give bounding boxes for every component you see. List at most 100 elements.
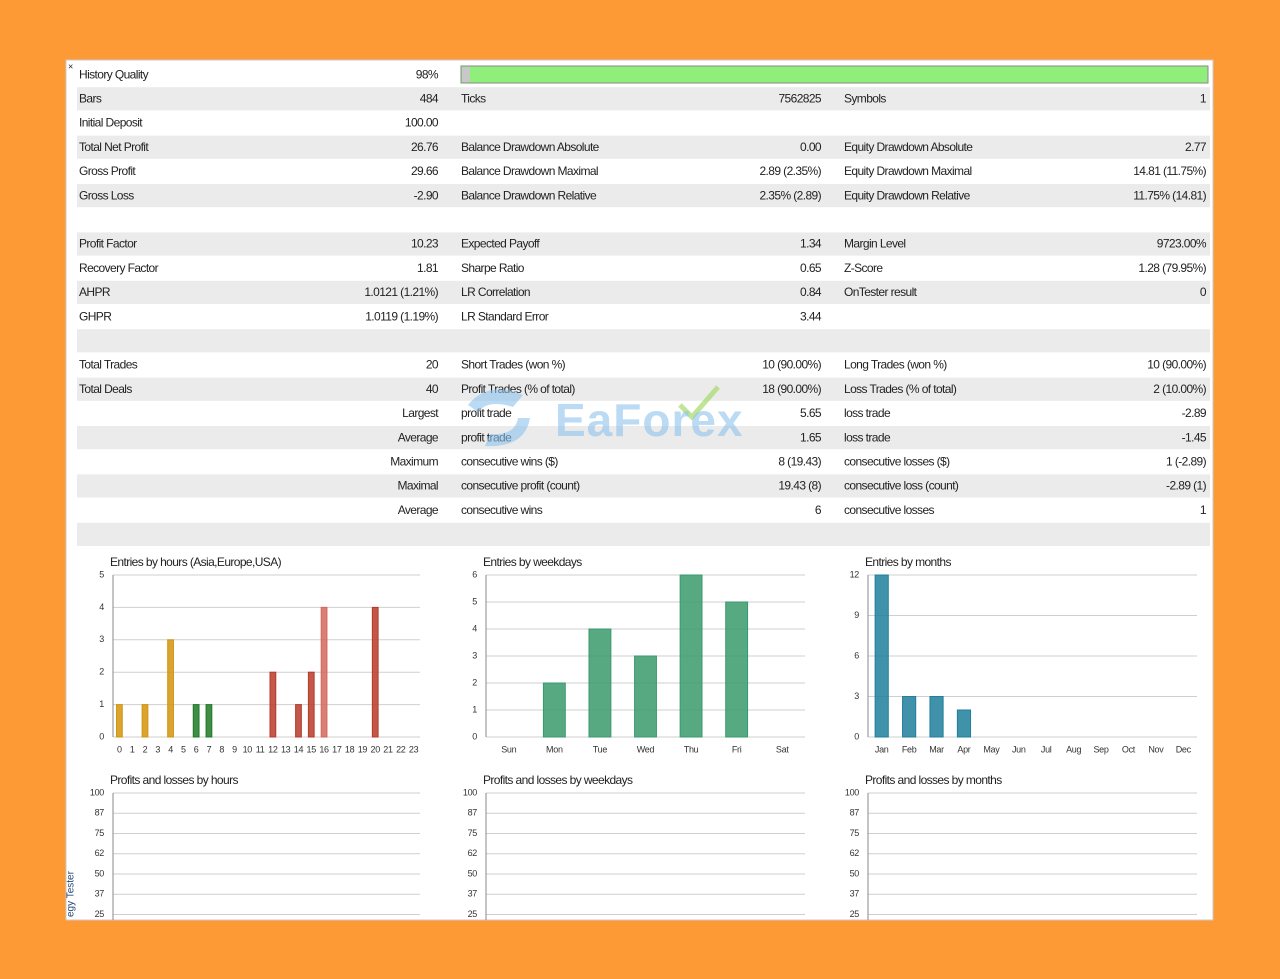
cell-value: 1.65: [800, 430, 822, 444]
cell-value: 1: [1200, 91, 1207, 105]
cell-value: 2.77: [1185, 140, 1207, 154]
cell-label: consecutive loss (count): [844, 479, 959, 493]
y-tick-label: 100: [845, 787, 859, 797]
cell-label: Balance Drawdown Relative: [461, 188, 597, 202]
y-tick-label: 87: [850, 808, 860, 818]
cell-label: LR Correlation: [461, 285, 530, 299]
watermark-check: [678, 385, 720, 421]
y-tick-label: 25: [95, 909, 105, 919]
cell-value: 1: [1200, 503, 1207, 517]
cell-label: LR Standard Error: [461, 309, 549, 323]
row-background: [77, 87, 1210, 111]
cell-value: 8 (19.43): [778, 454, 821, 468]
x-tick-label: 12: [268, 744, 278, 754]
y-tick-label: 9: [854, 610, 859, 620]
cell-label: Margin Level: [844, 237, 906, 251]
y-tick-label: 100: [463, 787, 477, 797]
cell-value: 1.0121 (1.21%): [364, 285, 438, 299]
bar: [295, 704, 302, 738]
row-background: [77, 474, 1210, 498]
y-tick-label: 87: [468, 808, 478, 818]
y-tick-label: 37: [95, 889, 105, 899]
cell-value: -2.89 (1): [1166, 479, 1207, 493]
bar: [725, 601, 749, 738]
x-tick-label: Dec: [1176, 744, 1192, 754]
cell-value: 14.81 (11.75%): [1133, 164, 1206, 178]
y-tick-label: 12: [850, 569, 860, 579]
bar: [679, 574, 703, 738]
chart-title: Profits and losses by hours: [110, 773, 238, 787]
x-tick-label: Oct: [1122, 744, 1136, 754]
cell-label: History Quality: [79, 67, 149, 81]
y-tick-label: 2: [472, 677, 477, 687]
cell-label: consecutive losses ($): [844, 454, 950, 468]
y-tick-label: 5: [472, 596, 477, 606]
cell-label: Profit Factor: [79, 237, 137, 251]
cell-value: 6: [815, 503, 822, 517]
x-tick-label: Thu: [684, 744, 699, 754]
x-tick-label: Feb: [902, 744, 917, 754]
y-tick-label: 6: [472, 569, 477, 579]
row-background: [77, 184, 1210, 208]
x-tick-label: 3: [155, 744, 160, 754]
cell-value: 1 (-2.89): [1166, 454, 1207, 468]
y-tick-label: 3: [854, 691, 859, 701]
report-content: History Quality 98%Bars 484 Ticks 7562825 Sym…: [77, 65, 1210, 920]
x-tick-label: 19: [358, 744, 368, 754]
cell-value: Maximum: [390, 454, 438, 468]
x-tick-label: 11: [256, 744, 265, 754]
x-tick-label: Nov: [1148, 744, 1164, 754]
cell-value: 40: [426, 382, 439, 396]
x-tick-label: 8: [219, 744, 224, 754]
cell-value: 1.0119 (1.19%): [365, 309, 438, 323]
cell-value: -2.90: [414, 188, 439, 202]
x-tick-label: 17: [332, 744, 342, 754]
cell-value: Largest: [402, 406, 439, 420]
cell-label: Total Net Profit: [79, 140, 149, 154]
x-tick-label: 13: [281, 744, 291, 754]
y-tick-label: 5: [99, 569, 104, 579]
cell-label: Balance Drawdown Absolute: [461, 140, 600, 154]
bar: [929, 696, 944, 738]
y-tick-label: 37: [850, 889, 860, 899]
x-tick-label: 5: [181, 744, 186, 754]
cell-label: Symbols: [844, 91, 886, 105]
cell-label: Gross Loss: [79, 188, 134, 202]
x-tick-label: 18: [345, 744, 355, 754]
x-tick-label: 0: [117, 744, 122, 754]
bar: [874, 574, 889, 738]
chart-title: Profits and losses by weekdays: [483, 773, 633, 787]
x-tick-label: 6: [194, 744, 199, 754]
cell-value: 18 (90.00%): [762, 382, 821, 396]
y-tick-label: 50: [850, 868, 860, 878]
x-tick-label: 10: [243, 744, 253, 754]
x-tick-label: Fri: [732, 744, 742, 754]
cell-label: Total Trades: [79, 358, 138, 372]
cell-label: Equity Drawdown Relative: [844, 188, 971, 202]
cell-label: Loss Trades (% of total): [844, 382, 957, 396]
bar: [116, 704, 123, 738]
cell-value: 98%: [416, 67, 439, 81]
cell-value: 2.35% (2.89): [759, 188, 821, 202]
y-tick-label: 75: [850, 828, 860, 838]
cell-label: Sharpe Ratio: [461, 261, 525, 275]
cell-label: Equity Drawdown Absolute: [844, 140, 973, 154]
cell-label: consecutive losses: [844, 503, 935, 517]
bar: [141, 704, 149, 738]
quality-bar: [460, 65, 1209, 84]
x-tick-label: 4: [168, 744, 173, 754]
y-tick-label: 62: [850, 848, 860, 858]
cell-value: 1.81: [417, 261, 439, 275]
x-tick-label: 15: [307, 744, 317, 754]
cell-value: -2.89: [1182, 406, 1207, 420]
x-tick-label: Mar: [929, 744, 944, 754]
cell-value: 10 (90.00%): [1147, 358, 1206, 372]
cell-value: 0.65: [800, 261, 822, 275]
x-tick-label: 16: [319, 744, 329, 754]
close-icon[interactable]: ×: [68, 61, 74, 71]
row-background: [77, 522, 1210, 546]
cell-value: 0: [1200, 285, 1207, 299]
cell-value: Average: [398, 430, 439, 444]
cell-label: Initial Deposit: [79, 116, 143, 130]
